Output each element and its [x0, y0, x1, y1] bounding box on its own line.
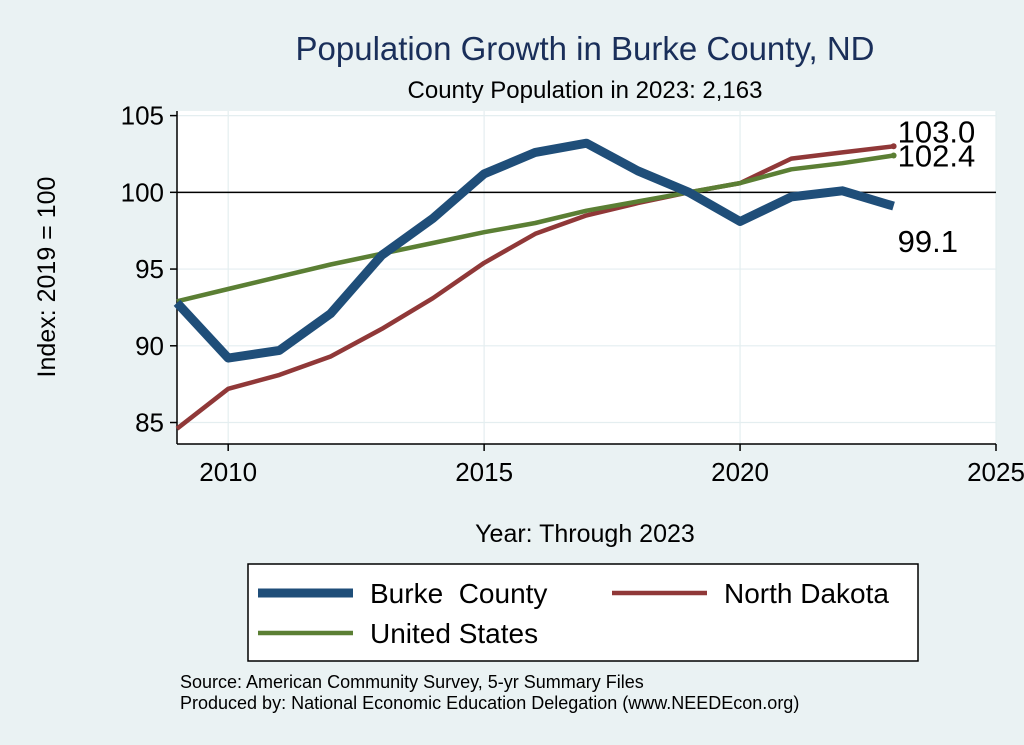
- legend: Burke County North Dakota United States: [247, 563, 919, 662]
- chart-title: Population Growth in Burke County, ND: [296, 30, 875, 67]
- series-line-united-states: [176, 153, 894, 304]
- y-tick-label-90: 90: [135, 331, 164, 361]
- legend-label-united-states: United States: [370, 618, 538, 649]
- plot-area: [177, 111, 996, 444]
- end-label-united-states: 102.4: [898, 139, 976, 174]
- y-tick-label-105: 105: [121, 101, 164, 131]
- end-label-burke-county: 99.1: [898, 224, 958, 259]
- x-tick-label-2015: 2015: [455, 457, 513, 487]
- end-label-north-dakota: 103.0: [898, 114, 976, 149]
- x-tick-label-2025: 2025: [967, 457, 1024, 487]
- source-line-2: Produced by: National Economic Education…: [180, 693, 799, 713]
- series-end-marker-1: [890, 143, 897, 150]
- series-end-marker-2: [890, 152, 897, 159]
- legend-box: [247, 563, 919, 662]
- series-line-burke-county: [173, 138, 895, 363]
- axis-ticks: 85 90 95 100 105 2010 2015 2020 2025: [121, 101, 1024, 487]
- chart-subtitle: County Population in 2023: 2,163: [408, 77, 763, 104]
- legend-label-north-dakota: North Dakota: [724, 578, 889, 609]
- source-notes: Source: American Community Survey, 5-yr …: [180, 672, 799, 713]
- y-tick-label-100: 100: [121, 177, 164, 207]
- y-axis-title: Index: 2019 = 100: [33, 177, 61, 378]
- source-line-1: Source: American Community Survey, 5-yr …: [180, 672, 644, 692]
- y-tick-label-95: 95: [135, 254, 164, 284]
- y-tick-label-85: 85: [135, 408, 164, 438]
- x-tick-label-2020: 2020: [711, 457, 769, 487]
- legend-label-burke-county: Burke County: [370, 578, 547, 609]
- series-line-north-dakota: [175, 144, 894, 431]
- x-tick-label-2010: 2010: [199, 457, 257, 487]
- series-lines: [173, 138, 897, 431]
- x-axis-title: Year: Through 2023: [475, 520, 695, 548]
